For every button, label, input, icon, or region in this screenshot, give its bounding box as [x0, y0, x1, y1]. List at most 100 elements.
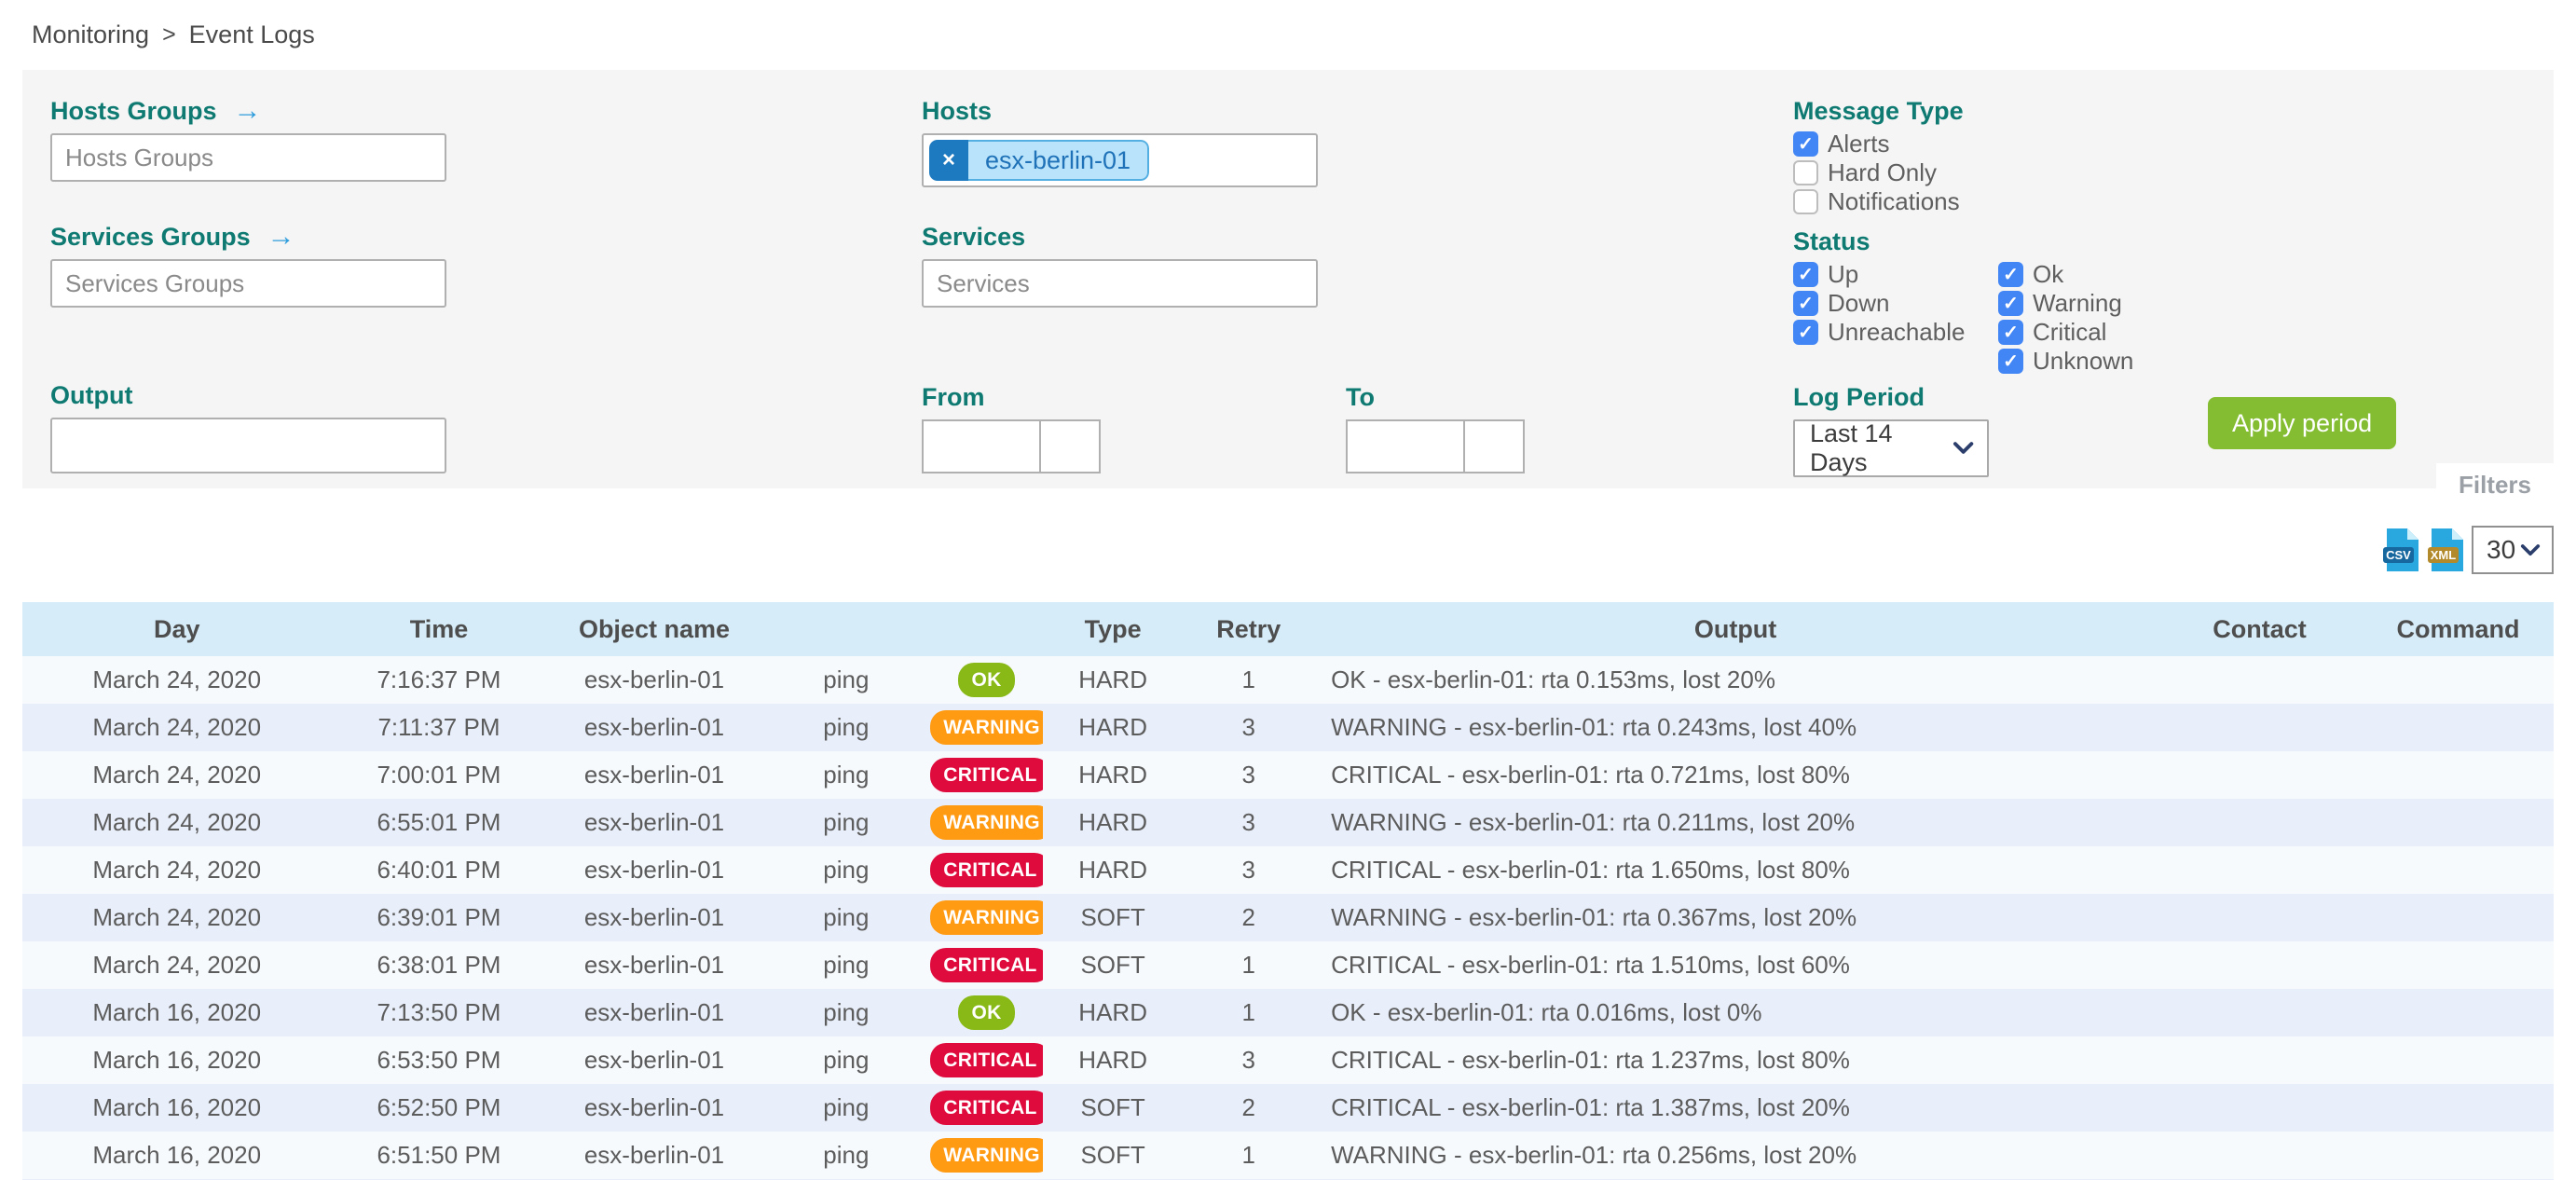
breadcrumb-item-monitoring[interactable]: Monitoring: [32, 21, 150, 48]
retry-cell: 2: [1241, 1093, 1255, 1121]
checkbox-label: Warning: [2033, 289, 2122, 317]
apply-period-button[interactable]: Apply period: [2208, 397, 2397, 449]
retry-cell: 3: [1241, 761, 1255, 789]
services-label: Services: [922, 223, 1026, 251]
log-period-label: Log Period: [1793, 383, 1925, 411]
checkbox-icon[interactable]: ✓: [1793, 291, 1818, 316]
csv-export-icon[interactable]: CSV: [2382, 528, 2419, 572]
command-cell: [2363, 846, 2554, 894]
column-header-command: Command: [2363, 602, 2554, 656]
column-header-blank: [930, 602, 1043, 656]
output-input[interactable]: [50, 418, 446, 473]
status-option-up[interactable]: ✓ Up: [1793, 260, 1998, 289]
contact-cell: [2157, 656, 2363, 704]
object-cell: esx-berlin-01: [583, 713, 725, 741]
table-row: March 16, 2020 6:53:50 PM esx-berlin-01 pin…: [22, 1036, 2554, 1084]
output-label: Output: [50, 381, 133, 409]
retry-cell: 2: [1241, 903, 1255, 931]
command-cell: [2363, 989, 2554, 1036]
checkbox-label: Up: [1828, 260, 1859, 288]
log-period-select[interactable]: Last 14 Days: [1793, 419, 1989, 477]
output-cell: CRITICAL - esx-berlin-01: rta 1.650ms, l…: [1331, 856, 1850, 884]
checkbox-icon[interactable]: ✓: [1998, 320, 2023, 345]
message-type-option-hard-only[interactable]: Hard Only: [1793, 158, 1960, 187]
time-cell: 6:53:50 PM: [377, 1046, 501, 1074]
remove-host-tag-button[interactable]: ×: [929, 140, 968, 181]
page-size-select[interactable]: 30: [2472, 526, 2554, 574]
to-date-input[interactable]: [1346, 419, 1465, 473]
checkbox-icon[interactable]: ✓: [1793, 262, 1818, 287]
service-cell: ping: [823, 1093, 870, 1121]
contact-cell: [2157, 799, 2363, 846]
checkbox-icon[interactable]: ✓: [1998, 291, 2023, 316]
contact-cell: [2157, 941, 2363, 989]
status-cell: CRITICAL: [930, 1036, 1043, 1084]
message-type-option-notifications[interactable]: Notifications: [1793, 187, 1960, 216]
breadcrumb: Monitoring > Event Logs: [0, 0, 2576, 70]
chevron-down-icon: [2520, 543, 2541, 556]
state-type-cell: SOFT: [1080, 903, 1145, 931]
message-type-option-alerts[interactable]: ✓ Alerts: [1793, 130, 1960, 158]
output-cell: CRITICAL - esx-berlin-01: rta 1.237ms, l…: [1331, 1046, 1850, 1074]
checkbox-icon[interactable]: [1793, 189, 1818, 214]
time-cell: 6:52:50 PM: [377, 1093, 501, 1121]
day-cell: March 24, 2020: [92, 713, 262, 741]
contact-cell: [2157, 1036, 2363, 1084]
hosts-input[interactable]: × esx-berlin-01: [922, 133, 1318, 187]
day-cell: March 16, 2020: [92, 1046, 262, 1074]
status-cell: WARNING: [930, 894, 1043, 941]
status-option-ok[interactable]: ✓ Ok: [1998, 260, 2133, 289]
csv-icon-label: CSV: [2386, 548, 2411, 562]
hosts-groups-arrow-icon[interactable]: →: [233, 95, 262, 126]
object-cell: esx-berlin-01: [583, 951, 725, 979]
checkbox-icon[interactable]: [1793, 160, 1818, 185]
checkbox-label: Critical: [2033, 318, 2107, 346]
day-cell: March 24, 2020: [92, 951, 262, 979]
checkbox-icon[interactable]: ✓: [1793, 131, 1818, 157]
status-option-unreachable[interactable]: ✓ Unreachable: [1793, 318, 1998, 347]
to-label: To: [1346, 383, 1375, 411]
checkbox-label: Hard Only: [1828, 158, 1938, 186]
table-row: March 24, 2020 7:16:37 PM esx-berlin-01 pin…: [22, 656, 2554, 704]
filter-panel: Hosts Groups → Services Groups → Output …: [22, 70, 2554, 509]
host-tag: × esx-berlin-01: [929, 140, 1150, 181]
retry-cell: 3: [1241, 808, 1255, 836]
command-cell: [2363, 799, 2554, 846]
service-cell: ping: [823, 1046, 870, 1074]
to-time-input[interactable]: [1463, 419, 1525, 473]
table-row: March 16, 2020 6:52:50 PM esx-berlin-01 pin…: [22, 1084, 2554, 1132]
status-option-critical[interactable]: ✓ Critical: [1998, 318, 2133, 347]
output-cell: CRITICAL - esx-berlin-01: rta 1.510ms, l…: [1331, 951, 1850, 979]
state-type-cell: HARD: [1078, 1046, 1147, 1074]
services-groups-arrow-icon[interactable]: →: [267, 221, 295, 252]
services-input[interactable]: [922, 259, 1318, 308]
output-cell: WARNING - esx-berlin-01: rta 0.367ms, lo…: [1331, 903, 1857, 931]
column-header-retry: Retry: [1183, 602, 1315, 656]
services-groups-input[interactable]: [50, 259, 446, 308]
hosts-groups-input[interactable]: [50, 133, 446, 182]
day-cell: March 16, 2020: [92, 1093, 262, 1121]
service-cell: ping: [823, 713, 870, 741]
checkbox-icon[interactable]: ✓: [1998, 349, 2023, 374]
from-time-input[interactable]: [1039, 419, 1101, 473]
event-log-table: Day Time Object name Type Retry Output Contact…: [22, 602, 2554, 1180]
output-cell: WARNING - esx-berlin-01: rta 0.243ms, lo…: [1331, 713, 1857, 741]
checkbox-icon[interactable]: ✓: [1793, 320, 1818, 345]
status-cell: OK: [930, 989, 1043, 1036]
status-option-unknown[interactable]: ✓ Unknown: [1998, 347, 2133, 376]
table-header-row: Day Time Object name Type Retry Output Contact…: [22, 602, 2554, 656]
xml-export-icon[interactable]: XML: [2427, 528, 2464, 572]
from-date-input[interactable]: [922, 419, 1041, 473]
status-option-down[interactable]: ✓ Down: [1793, 289, 1998, 318]
status-cell: CRITICAL: [930, 846, 1043, 894]
retry-cell: 1: [1241, 998, 1255, 1026]
checkbox-label: Unreachable: [1828, 318, 1966, 346]
status-option-warning[interactable]: ✓ Warning: [1998, 289, 2133, 318]
checkbox-icon[interactable]: ✓: [1998, 262, 2023, 287]
contact-cell: [2157, 1084, 2363, 1132]
object-cell: esx-berlin-01: [583, 665, 725, 693]
time-cell: 6:55:01 PM: [377, 808, 501, 836]
time-cell: 7:13:50 PM: [377, 998, 501, 1026]
filters-tab[interactable]: Filters: [2435, 463, 2554, 509]
status-cell: CRITICAL: [930, 941, 1043, 989]
